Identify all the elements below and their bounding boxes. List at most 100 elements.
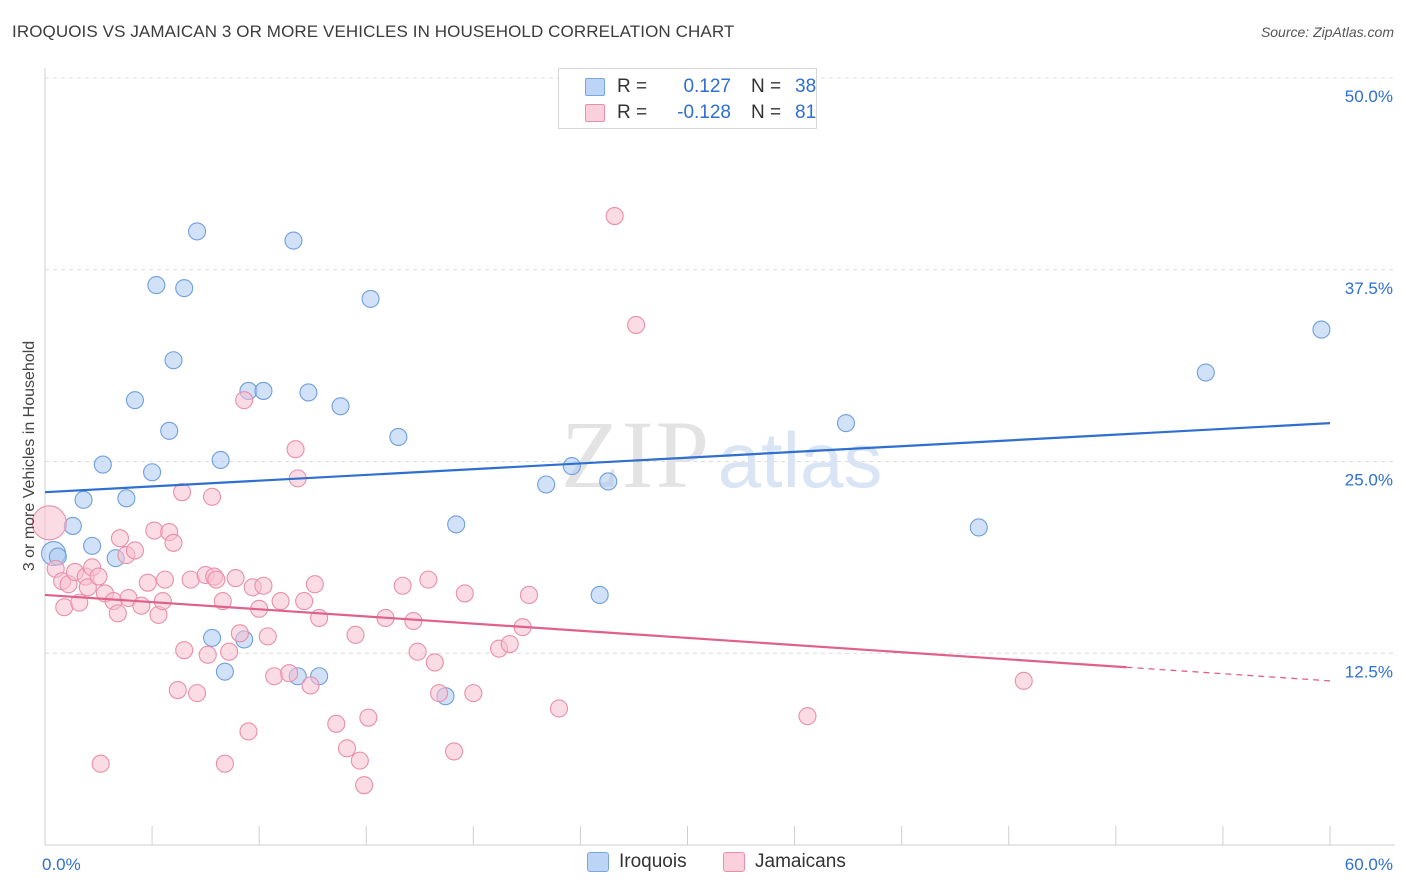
point-iroquois (175, 279, 194, 298)
point-jamaicans (235, 391, 254, 410)
point-jamaicans (138, 573, 157, 592)
legend-n-value: 81 (795, 102, 817, 123)
series-legend-iroquois[interactable]: Iroquois (587, 851, 687, 873)
point-jamaicans (230, 624, 249, 643)
series-label-iroquois: Iroquois (619, 851, 687, 872)
point-iroquois (164, 351, 183, 370)
point-jamaicans (203, 487, 222, 506)
point-jamaicans (408, 642, 427, 661)
point-jamaicans (207, 570, 226, 589)
point-jamaicans (798, 707, 817, 726)
series-legend-jamaicans[interactable]: Jamaicans (723, 851, 846, 873)
point-iroquois (969, 518, 988, 537)
legend-r-label: R = (617, 76, 648, 97)
point-jamaicans (359, 708, 378, 727)
point-iroquois (125, 391, 144, 410)
point-jamaicans (286, 440, 305, 459)
point-iroquois (361, 289, 380, 308)
point-jamaicans (430, 684, 449, 703)
point-iroquois (590, 585, 609, 605)
point-jamaicans (31, 505, 67, 541)
point-iroquois (143, 463, 162, 482)
tick-labels: 12.5% 25.0% 37.5% 50.0% 0.0% 60.0% (42, 87, 1393, 874)
point-jamaicans (226, 569, 245, 588)
trend-line-iroquois (44, 422, 1331, 494)
legend-n-label: N = (751, 102, 782, 123)
point-iroquois (211, 450, 230, 470)
point-iroquois (117, 489, 136, 508)
watermark-atlas: atlas (718, 416, 883, 504)
point-iroquois (215, 662, 234, 681)
point-jamaicans (175, 641, 194, 660)
point-jamaicans (132, 596, 151, 615)
point-jamaicans (125, 541, 144, 560)
y-tick-label: 25.0% (1345, 471, 1393, 490)
point-jamaicans (173, 483, 192, 502)
trend-line-jamaicans (44, 593, 1127, 669)
point-iroquois (562, 457, 581, 476)
grid-lines (45, 77, 1395, 654)
legend-row-iroquois: R = 0.127 N = 38 (585, 75, 816, 99)
series-swatch-iroquois (587, 852, 609, 872)
point-iroquois (93, 455, 112, 474)
point-jamaicans (78, 578, 97, 597)
point-jamaicans (188, 684, 207, 703)
point-iroquois (1196, 363, 1215, 382)
point-iroquois (447, 515, 466, 534)
point-iroquois (389, 427, 408, 447)
point-jamaicans (181, 570, 200, 589)
point-iroquois (1312, 320, 1331, 339)
point-jamaicans (301, 676, 320, 695)
point-jamaicans (305, 575, 324, 594)
point-jamaicans (455, 584, 474, 603)
point-jamaicans (605, 207, 624, 226)
point-jamaicans (265, 667, 284, 686)
legend-n-label: N = (751, 76, 782, 97)
point-iroquois (160, 421, 179, 440)
point-jamaicans (500, 634, 519, 654)
point-jamaicans (393, 576, 412, 595)
x-tick-label-max: 60.0% (1345, 855, 1393, 874)
point-jamaicans (425, 653, 444, 672)
point-jamaicans (215, 754, 234, 773)
correlation-legend: R = 0.127 N = 38 R = -0.128 N = 81 (558, 68, 817, 129)
point-iroquois (63, 516, 82, 535)
point-iroquois (836, 414, 856, 433)
point-jamaicans (198, 645, 217, 664)
point-iroquois (254, 381, 273, 400)
legend-row-jamaicans: R = -0.128 N = 81 (585, 101, 816, 125)
point-jamaicans (168, 681, 187, 700)
point-jamaicans (327, 714, 346, 733)
point-jamaicans (164, 533, 183, 552)
point-jamaicans (627, 315, 646, 335)
point-jamaicans (419, 570, 438, 589)
point-jamaicans (91, 754, 110, 773)
point-jamaicans (295, 592, 314, 611)
point-iroquois (83, 536, 102, 555)
point-jamaicans (280, 664, 299, 683)
point-jamaicans (549, 699, 569, 718)
point-jamaicans (355, 776, 374, 795)
point-jamaicans (239, 722, 258, 741)
series-swatch-jamaicans (723, 852, 745, 872)
legend-swatch-jamaicans (585, 104, 605, 122)
point-iroquois (599, 472, 618, 491)
series-label-jamaicans: Jamaicans (755, 851, 846, 872)
point-iroquois (284, 231, 303, 250)
point-jamaicans (445, 742, 464, 761)
legend-swatch-iroquois (585, 78, 605, 96)
point-jamaicans (1014, 671, 1033, 690)
y-tick-label: 37.5% (1345, 279, 1393, 298)
point-jamaicans (145, 521, 164, 540)
source-label: Source: ZipAtlas.com (1260, 24, 1394, 40)
point-jamaicans (153, 592, 172, 611)
point-iroquois (537, 475, 556, 494)
point-iroquois (147, 276, 166, 295)
legend-r-value: -0.128 (677, 102, 731, 123)
chart-title: IROQUOIS VS JAMAICAN 3 OR MORE VEHICLES … (12, 22, 735, 41)
legend-r-label: R = (617, 102, 648, 123)
point-jamaicans (464, 684, 483, 703)
trend-line-extension-jamaicans (1126, 666, 1331, 682)
watermark: ZIP atlas (561, 401, 882, 508)
point-jamaicans (89, 567, 108, 586)
